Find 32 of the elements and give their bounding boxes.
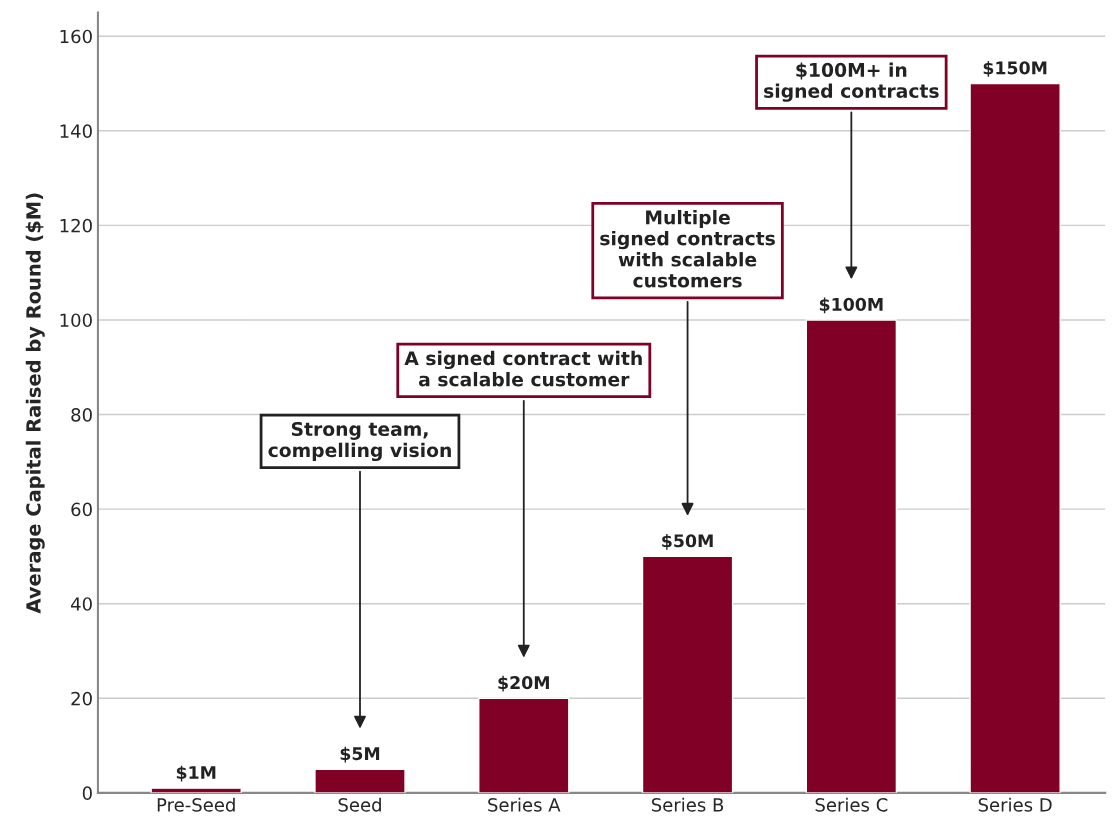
x-tick-label: Series D bbox=[978, 797, 1052, 812]
x-tick-label: Seed bbox=[338, 797, 381, 812]
data-label: $5M bbox=[340, 746, 380, 763]
bar bbox=[314, 768, 406, 793]
annotation: Multiple signed contracts with scalable customers bbox=[600, 209, 775, 288]
bar bbox=[641, 555, 734, 793]
data-label: $150M bbox=[983, 61, 1047, 77]
x-tick-label: Series A bbox=[488, 797, 561, 812]
bar bbox=[478, 697, 570, 793]
y-tick-label: 100 bbox=[60, 313, 92, 328]
data-label: $100M bbox=[819, 297, 883, 314]
bar bbox=[805, 319, 898, 793]
data-label: $20M bbox=[498, 675, 549, 692]
annotation: $100M+ in signed contracts bbox=[764, 62, 939, 102]
y-tick-label: 40 bbox=[70, 597, 92, 611]
y-tick-label: 20 bbox=[71, 691, 92, 706]
data-label: $1M bbox=[176, 765, 216, 782]
x-tick-label: Series B bbox=[651, 797, 724, 812]
annotation: A signed contract with a scalable customer bbox=[404, 350, 642, 387]
y-tick-label: 60 bbox=[71, 502, 92, 517]
annotation: Strong team, compelling vision bbox=[268, 421, 451, 462]
y-tick-label: 80 bbox=[71, 408, 92, 422]
y-axis-title: Average Capital Raised by Round ($M) bbox=[25, 193, 45, 614]
x-tick-label: Pre-Seed bbox=[157, 797, 235, 812]
y-tick-label: 140 bbox=[60, 124, 92, 138]
y-tick-label: 160 bbox=[60, 29, 92, 44]
bar bbox=[150, 787, 242, 793]
data-label: $50M bbox=[662, 533, 713, 550]
bar bbox=[969, 82, 1061, 793]
y-tick-label: 120 bbox=[60, 218, 92, 233]
y-tick-label: 0 bbox=[82, 786, 92, 800]
x-tick-label: Series C bbox=[815, 797, 888, 812]
